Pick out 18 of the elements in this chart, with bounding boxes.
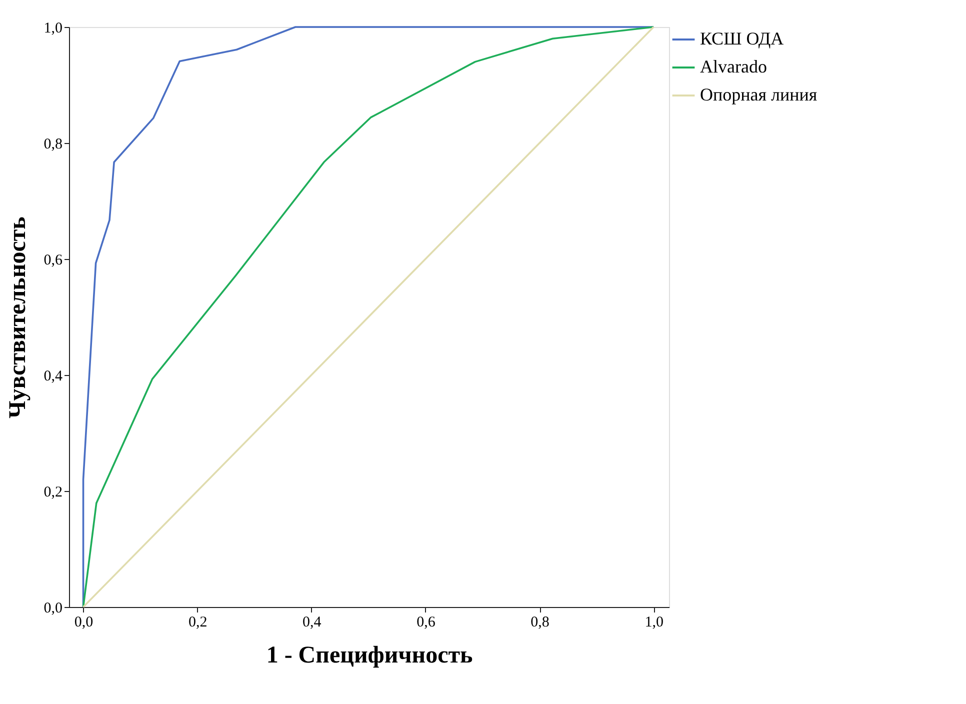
x-tick-label: 0,6 [416,614,436,630]
line-series [82,26,654,608]
legend-label: Опорная линия [700,84,818,104]
x-tick-label: 0,2 [188,614,208,630]
x-tick-label: 0,0 [74,614,94,630]
y-tick-label: 0,8 [44,136,62,152]
x-tick-label: 0,4 [302,614,322,630]
legend-label: Alvarado [700,56,767,76]
x-tick-label: 0,8 [530,614,550,630]
y-tick-label: 0,2 [44,484,62,500]
y-tick-label: 0,0 [44,600,62,616]
legend-label: КСШ ОДА [700,28,784,48]
y-tick-label: 1,0 [44,20,62,36]
y-tick-label: 0,4 [44,368,63,384]
y-tick-label: 0,6 [44,252,63,268]
x-tick-label: 1,0 [644,614,664,630]
x-axis-title: 1 - Специфичность [266,642,474,668]
y-axis-title: Чувствительность [4,216,31,418]
